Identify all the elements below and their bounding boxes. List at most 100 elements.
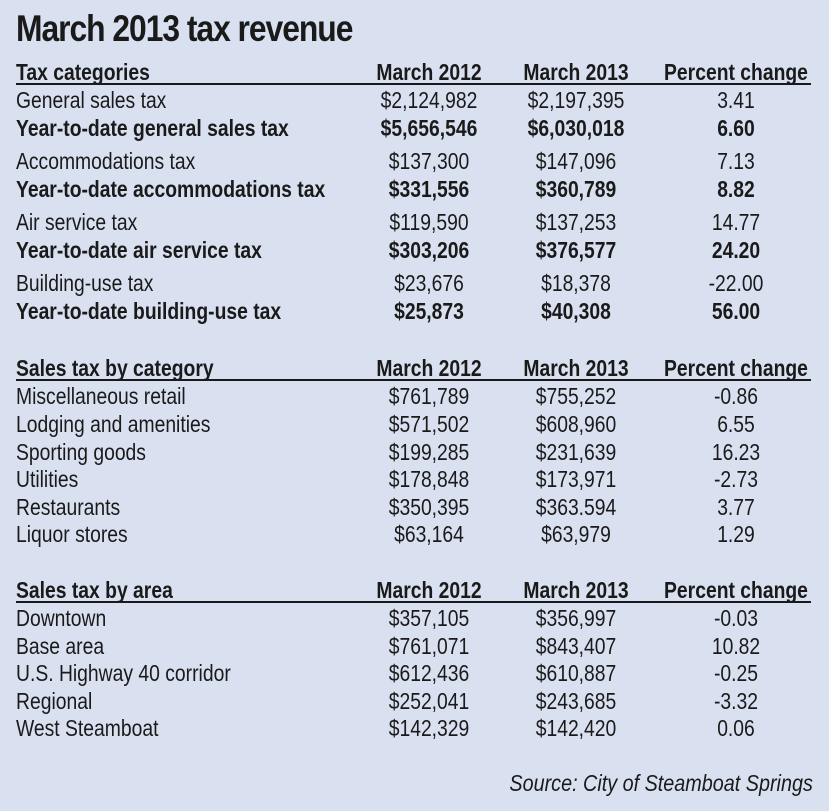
cell-m2012: $571,502 [388, 411, 470, 437]
cell-m2013: $142,420 [535, 715, 617, 741]
row-label: Accommodations tax [16, 148, 196, 174]
row-label: Base area [16, 633, 105, 659]
cell-pct: -22.00 [708, 270, 764, 296]
cell-pct: 3.77 [717, 494, 755, 520]
cell-pct: 24.20 [711, 237, 761, 263]
column-header: March 2013 [523, 59, 629, 85]
cell-m2013: $755,252 [535, 383, 617, 409]
cell-m2012: $357,105 [388, 605, 470, 631]
row-label: Lodging and amenities [16, 411, 211, 437]
cell-pct: 6.55 [717, 411, 755, 437]
cell-m2012: $303,206 [388, 237, 470, 263]
cell-m2012: $142,329 [388, 715, 470, 741]
column-header: March 2012 [376, 355, 482, 381]
table-row: Regional $252,041 $243,685 -3.32 [0, 688, 829, 714]
cell-m2012: $63,164 [394, 521, 464, 547]
column-header: March 2012 [376, 59, 482, 85]
row-label: West Steamboat [16, 715, 159, 741]
cell-pct: -0.03 [713, 605, 759, 631]
cell-m2012: $23,676 [394, 270, 464, 296]
table-row: Lodging and amenities $571,502 $608,960 6.5… [0, 411, 829, 437]
header-underline [16, 601, 811, 603]
cell-m2012: $25,873 [394, 298, 464, 324]
cell-pct: 1.29 [717, 521, 755, 547]
cell-pct: -2.73 [713, 466, 759, 492]
table-row: General sales tax $2,124,982 $2,197,395 3.4… [0, 87, 829, 113]
cell-m2012: $761,071 [388, 633, 470, 659]
cell-m2013: $2,197,395 [527, 87, 625, 113]
row-label: Air service tax [16, 209, 138, 235]
chart-title: March 2013 tax revenue [16, 8, 353, 49]
table-header-row: Tax categories March 2012 March 2013 Percen… [0, 59, 829, 85]
row-label: Year-to-date general sales tax [16, 115, 289, 141]
cell-pct: -0.86 [713, 383, 759, 409]
table-row: Year-to-date general sales tax $5,656,546… [0, 115, 829, 141]
table-row: Utilities $178,848 $173,971 -2.73 [0, 466, 829, 492]
cell-m2013: $608,960 [535, 411, 617, 437]
column-header: Tax categories [16, 59, 150, 85]
table-row: Air service tax $119,590 $137,253 14.77 [0, 209, 829, 235]
cell-m2013: $173,971 [535, 466, 617, 492]
cell-m2012: $137,300 [388, 148, 470, 174]
column-header: March 2013 [523, 577, 629, 603]
table-row: Base area $761,071 $843,407 10.82 [0, 633, 829, 659]
cell-pct: 10.82 [711, 633, 761, 659]
cell-m2012: $119,590 [389, 209, 469, 235]
row-label: Downtown [16, 605, 107, 631]
cell-m2012: $2,124,982 [380, 87, 478, 113]
row-label: Building-use tax [16, 270, 154, 296]
column-header: Sales tax by area [16, 577, 173, 603]
table-row: Year-to-date accommodations tax $331,556 $… [0, 176, 829, 202]
cell-pct: 14.77 [711, 209, 761, 235]
cell-pct: 6.60 [717, 115, 755, 141]
cell-m2013: $363.594 [535, 494, 617, 520]
cell-m2012: $252,041 [388, 688, 470, 714]
row-label: Utilities [16, 466, 79, 492]
cell-m2012: $350,395 [388, 494, 470, 520]
cell-pct: 0.06 [717, 715, 755, 741]
header-underline [16, 379, 811, 381]
cell-m2012: $612,436 [388, 660, 470, 686]
table-row: Downtown $357,105 $356,997 -0.03 [0, 605, 829, 631]
row-label: Miscellaneous retail [16, 383, 186, 409]
cell-pct: 16.23 [711, 439, 761, 465]
table-row: Year-to-date air service tax $303,206 $376… [0, 237, 829, 263]
cell-m2013: $40,308 [541, 298, 611, 324]
header-underline [16, 83, 811, 85]
cell-m2013: $18,378 [541, 270, 611, 296]
cell-m2013: $356,997 [535, 605, 617, 631]
cell-m2013: $360,789 [535, 176, 617, 202]
column-header: Percent change [664, 355, 808, 381]
column-header: March 2012 [376, 577, 482, 603]
row-label: Liquor stores [16, 521, 128, 547]
cell-m2013: $6,030,018 [527, 115, 625, 141]
cell-pct: -3.32 [713, 688, 759, 714]
cell-pct: 7.13 [717, 148, 755, 174]
cell-pct: 56.00 [711, 298, 761, 324]
cell-m2012: $199,285 [388, 439, 470, 465]
table-row: Year-to-date building-use tax $25,873 $40,… [0, 298, 829, 324]
column-header: March 2013 [523, 355, 629, 381]
table-row: Liquor stores $63,164 $63,979 1.29 [0, 521, 829, 547]
row-label: Regional [16, 688, 93, 714]
row-label: Restaurants [16, 494, 121, 520]
row-label: Year-to-date accommodations tax [16, 176, 326, 202]
column-header: Percent change [664, 59, 808, 85]
cell-m2013: $243,685 [535, 688, 617, 714]
table-row: Accommodations tax $137,300 $147,096 7.13 [0, 148, 829, 174]
column-header: Percent change [664, 577, 808, 603]
cell-m2013: $610,887 [535, 660, 617, 686]
table-header-row: Sales tax by category March 2012 March 201… [0, 355, 829, 381]
cell-m2012: $761,789 [388, 383, 470, 409]
row-label: General sales tax [16, 87, 167, 113]
cell-m2012: $331,556 [388, 176, 470, 202]
source-note: Source: City of Steamboat Springs [509, 770, 813, 796]
cell-m2013: $147,096 [535, 148, 617, 174]
cell-m2013: $376,577 [535, 237, 617, 263]
table-row: U.S. Highway 40 corridor $612,436 $610,887… [0, 660, 829, 686]
cell-pct: -0.25 [713, 660, 759, 686]
table-row: Miscellaneous retail $761,789 $755,252 -0.8… [0, 383, 829, 409]
cell-m2013: $843,407 [535, 633, 617, 659]
table-row: Restaurants $350,395 $363.594 3.77 [0, 494, 829, 520]
